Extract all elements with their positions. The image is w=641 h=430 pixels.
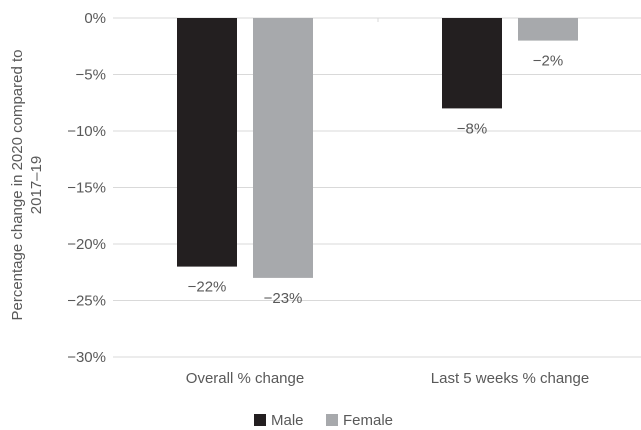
data-label: −8% bbox=[457, 120, 487, 137]
y-tick-label: −30% bbox=[67, 349, 106, 366]
legend-label-male: Male bbox=[271, 412, 304, 429]
data-label: −2% bbox=[533, 53, 563, 70]
y-tick-label: −10% bbox=[67, 123, 106, 140]
y-tick-label: −15% bbox=[67, 180, 106, 197]
y-tick-label: 0% bbox=[84, 10, 106, 27]
y-axis-title-line-1: Percentage change in 2020 compared to bbox=[9, 49, 26, 320]
legend-swatch-male bbox=[254, 414, 266, 426]
bar-female bbox=[518, 18, 578, 41]
x-category-label: Last 5 weeks % change bbox=[431, 370, 589, 387]
data-label: −23% bbox=[264, 290, 303, 307]
bar-male bbox=[442, 18, 502, 109]
y-tick-label: −25% bbox=[67, 293, 106, 310]
x-axis: Overall % change Last 5 weeks % change bbox=[186, 370, 589, 387]
legend: Male Female bbox=[254, 412, 393, 429]
y-axis: 0% −5% −10% −15% −20% −25% −30% bbox=[67, 10, 106, 366]
data-labels: −22% −23% −8% −2% bbox=[188, 53, 564, 307]
y-tick-label: −20% bbox=[67, 236, 106, 253]
x-category-label: Overall % change bbox=[186, 370, 304, 387]
y-tick-label: −5% bbox=[76, 67, 106, 84]
legend-label-female: Female bbox=[343, 412, 393, 429]
data-label: −22% bbox=[188, 279, 227, 296]
bar-male bbox=[177, 18, 237, 267]
y-axis-title-line-2: 2017–19 bbox=[28, 156, 45, 214]
bar-female bbox=[253, 18, 313, 278]
bars bbox=[177, 18, 578, 278]
legend-swatch-female bbox=[326, 414, 338, 426]
